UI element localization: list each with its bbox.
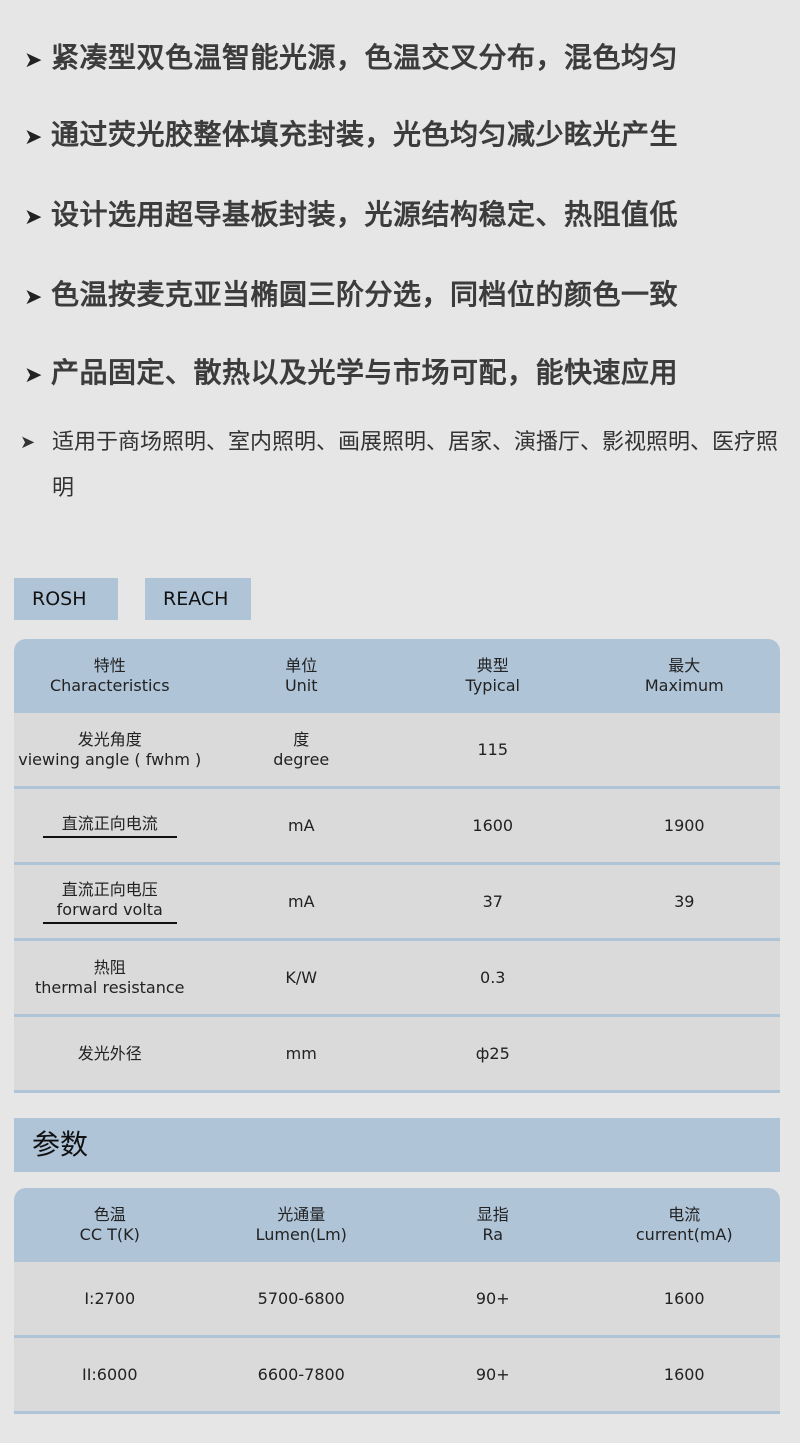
feature-text: 紧凑型双色温智能光源，色温交叉分布，混色均匀 [50,41,678,74]
header-cct: 色温 CC T(K) [14,1188,206,1262]
cell: II:6000 [14,1336,206,1414]
cell: 90+ [397,1262,589,1338]
table-row: 直流正向电压 forward volta mA 37 39 [14,863,780,941]
arrow-icon: ➤ [24,205,43,230]
arrow-icon: ➤ [20,432,36,453]
cell: 115 [397,713,589,789]
cell: K/W [205,939,397,1017]
cell: 5700-6800 [205,1262,397,1338]
cell: mm [205,1015,397,1093]
feature-line: ➤ 设计选用超导基板封装，光源结构稳定、热阻值低 [24,193,678,233]
feature-text: 适用于商场照明、室内照明、画展照明、居家、演播厅、影视照明、医疗照明 [52,430,779,501]
table-row: 直流正向电流 mA 1600 1900 [14,787,780,865]
arrow-icon: ➤ [24,285,43,310]
cell: 直流正向电压 forward volta [14,863,206,941]
feature-text: 通过荧光胶整体填充封装，光色均匀减少眩光产生 [50,118,678,151]
feature-text: 设计选用超导基板封装，光源结构稳定、热阻值低 [50,198,678,231]
arrow-icon: ➤ [24,48,43,73]
header-ra: 显指 Ra [397,1188,589,1262]
table-row: 发光角度 viewing angle ( fwhm ) 度 degree 115 [14,713,780,789]
cell: 1900 [588,787,780,865]
cell: 90+ [397,1336,589,1414]
cell: 1600 [588,1262,780,1338]
cell: 直流正向电流 [14,787,206,865]
cell: mA [205,863,397,941]
cell: 6600-7800 [205,1336,397,1414]
cell: mA [205,787,397,865]
table-row: 发光外径 mm ф25 [14,1015,780,1093]
header-unit: 单位 Unit [205,639,397,713]
feature-text: 色温按麦克亚当椭圆三阶分选，同档位的颜色一致 [50,278,678,311]
header-current: 电流 current(mA) [588,1188,780,1262]
feature-line: ➤ 紧凑型双色温智能光源，色温交叉分布，混色均匀 [24,36,678,76]
cell: 0.3 [397,939,589,1017]
header-characteristics: 特性 Characteristics [14,639,206,713]
reach-badge: REACH [145,578,251,620]
cell [588,713,780,789]
feature-applications: ➤ 适用于商场照明、室内照明、画展照明、居家、演播厅、影视照明、医疗照明 [20,420,780,512]
cell: 热阻 thermal resistance [14,939,206,1017]
arrow-icon: ➤ [24,125,43,150]
table-row: II:6000 6600-7800 90+ 1600 [14,1336,780,1414]
cell: ф25 [397,1015,589,1093]
arrow-icon: ➤ [24,363,43,388]
cell: 39 [588,863,780,941]
cell [588,939,780,1017]
table-row: 热阻 thermal resistance K/W 0.3 [14,939,780,1017]
cell: 1600 [588,1336,780,1414]
section-title: 参数 [14,1118,780,1172]
header-lumen: 光通量 Lumen(Lm) [205,1188,397,1262]
feature-line: ➤ 色温按麦克亚当椭圆三阶分选，同档位的颜色一致 [24,273,678,313]
cell: 1600 [397,787,589,865]
cell: 度 degree [205,713,397,789]
feature-line: ➤ 通过荧光胶整体填充封装，光色均匀减少眩光产生 [24,113,678,153]
rosh-badge: ROSH [14,578,118,620]
cell: 37 [397,863,589,941]
header-typical: 典型 Typical [397,639,589,713]
feature-text: 产品固定、散热以及光学与市场可配，能快速应用 [50,356,678,389]
cell [588,1015,780,1093]
cell: 发光角度 viewing angle ( fwhm ) [14,713,206,789]
cell: I:2700 [14,1262,206,1338]
feature-line: ➤ 产品固定、散热以及光学与市场可配，能快速应用 [24,351,678,391]
table-row: I:2700 5700-6800 90+ 1600 [14,1262,780,1338]
spec-table: 特性 Characteristics 单位 Unit 典型 Typical 最大 Max… [14,639,780,1093]
param-table: 色温 CC T(K) 光通量 Lumen(Lm) 显指 Ra 电流 current(mA… [14,1188,780,1414]
cell: 发光外径 [14,1015,206,1093]
header-maximum: 最大 Maximum [588,639,780,713]
